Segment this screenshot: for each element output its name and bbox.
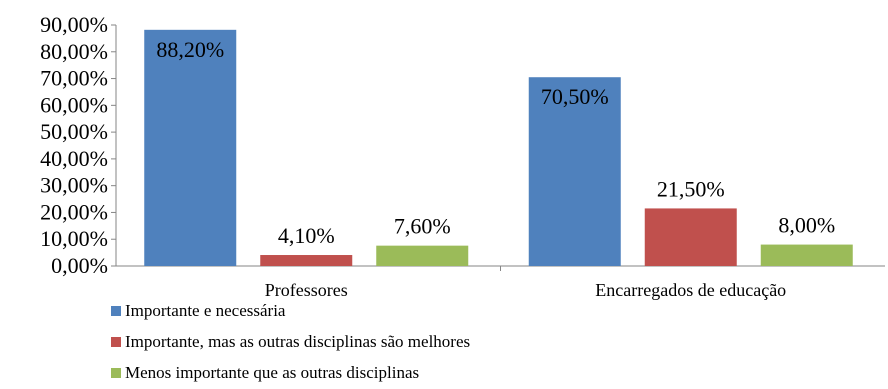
legend-label: Menos importante que as outras disciplin…: [125, 363, 419, 382]
bar: [144, 29, 237, 266]
legend-swatch: [111, 337, 121, 347]
legend-swatch: [111, 368, 121, 378]
y-tick-label: 60,00%: [40, 92, 108, 117]
bar: [644, 208, 737, 266]
legend: Importante e necessária Importante, mas a…: [111, 301, 470, 382]
y-tick-label: 90,00%: [40, 12, 108, 37]
data-label: 88,20%: [156, 37, 224, 62]
data-label: 7,60%: [394, 214, 451, 239]
x-axis: Professores Encarregados de educação: [116, 265, 885, 300]
legend-label: Importante e necessária: [125, 301, 286, 320]
data-labels: 88,20% 4,10% 7,60% 70,50% 21,50% 8,00%: [156, 37, 835, 248]
legend-swatch: [111, 306, 121, 316]
data-label: 21,50%: [657, 176, 725, 201]
bar: [376, 245, 469, 266]
y-tick-label: 0,00%: [51, 253, 108, 278]
y-tick-label: 30,00%: [40, 173, 108, 198]
x-category-label: Encarregados de educação: [595, 280, 786, 300]
y-tick-label: 40,00%: [40, 146, 108, 171]
y-tick-label: 80,00%: [40, 39, 108, 64]
x-category-label: Professores: [265, 280, 348, 300]
data-label: 4,10%: [278, 223, 335, 248]
data-label: 70,50%: [541, 84, 609, 109]
y-axis: 0,00%10,00%20,00%30,00%40,00%50,00%60,00…: [40, 12, 117, 278]
bar: [260, 255, 353, 266]
y-tick-label: 20,00%: [40, 199, 108, 224]
y-tick-label: 70,00%: [40, 66, 108, 91]
data-label: 8,00%: [778, 213, 835, 238]
y-tick-label: 50,00%: [40, 119, 108, 144]
legend-label: Importante, mas as outras disciplinas sã…: [125, 332, 470, 351]
bars: [144, 29, 853, 266]
bar: [760, 244, 853, 266]
y-tick-label: 10,00%: [40, 226, 108, 251]
bar: [528, 77, 621, 266]
